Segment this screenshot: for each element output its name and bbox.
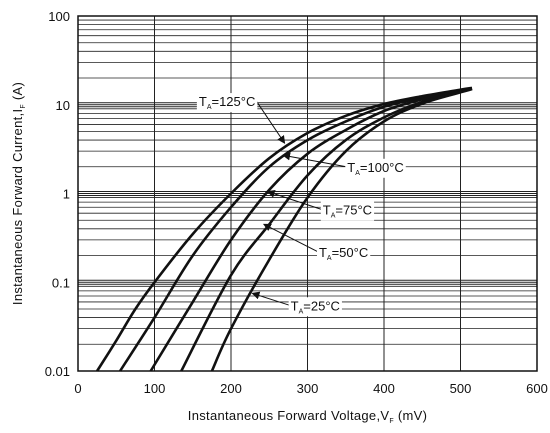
series-label: TA=75°C: [323, 203, 372, 220]
y-tick-label: 1: [63, 187, 70, 202]
x-axis-label-main: Instantaneous Forward Voltage,V: [188, 408, 390, 423]
y-tick-label: 0.01: [45, 364, 70, 379]
x-tick-label: 600: [526, 381, 548, 396]
series-lines: [95, 86, 473, 372]
x-tick-label: 400: [373, 381, 395, 396]
annotation-50°C: TA=50°C: [263, 223, 371, 263]
series-label: TA=50°C: [319, 245, 368, 262]
y-axis-label-unit: (A): [10, 82, 25, 104]
x-tick-label: 100: [144, 381, 166, 396]
annotation-arrow: [266, 190, 322, 210]
y-axis-label-sub: F: [20, 104, 27, 109]
annotation-100°C: TA=100°C: [282, 152, 406, 178]
series-label: TA=25°C: [291, 298, 340, 315]
series-line-25°C: [210, 87, 473, 372]
annotation-arrow: [251, 291, 290, 306]
series-label: TA=125°C: [199, 94, 256, 111]
annotation-125°C: TA=125°C: [196, 93, 286, 144]
annotation-75°C: TA=75°C: [266, 190, 375, 221]
y-tick-label: 0.1: [52, 275, 70, 290]
label-background: [345, 158, 406, 178]
y-axis-label-main: Instantaneous Forward Current,I: [10, 109, 25, 305]
x-tick-label: 500: [450, 381, 472, 396]
series-line-125°C: [95, 86, 473, 372]
annotations: TA=125°C TA=100°C TA=75°C TA=50°C TA=25°C: [196, 93, 406, 317]
x-tick-label: 200: [220, 381, 242, 396]
label-background: [288, 297, 342, 317]
y-tick-label: 100: [48, 9, 70, 24]
y-axis-label: Instantaneous Forward Current,IF (A): [10, 82, 27, 305]
label-background: [316, 243, 371, 263]
series-label: TA=100°C: [347, 160, 404, 177]
x-tick-label: 300: [297, 381, 319, 396]
y-tick-label: 10: [56, 98, 70, 113]
x-axis-label-sub: F: [389, 418, 394, 425]
annotation-arrow: [282, 152, 347, 168]
plot-frame: [77, 15, 538, 372]
annotation-25°C: TA=25°C: [251, 291, 342, 317]
x-axis-label: Instantaneous Forward Voltage,VF (mV): [188, 408, 427, 425]
series-line-75°C: [149, 87, 473, 372]
tick-labels: 0 100 200 300 400 500 600 0.01 0.1 1 10 100: [45, 9, 548, 396]
annotation-arrow: [255, 100, 286, 144]
x-tick-label: 0: [74, 381, 81, 396]
x-axis-label-unit: (mV): [394, 408, 427, 423]
label-background: [196, 93, 258, 113]
annotation-arrow: [263, 223, 319, 253]
grid: [78, 16, 537, 371]
label-background: [320, 201, 375, 221]
